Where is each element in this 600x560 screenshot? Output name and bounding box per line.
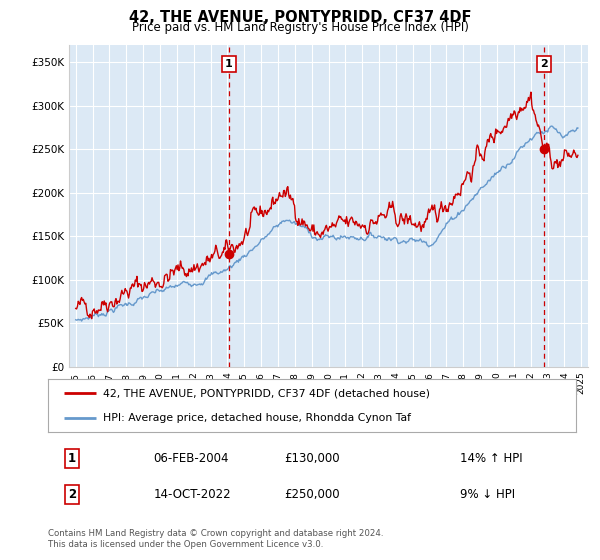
Text: Contains HM Land Registry data © Crown copyright and database right 2024.
This d: Contains HM Land Registry data © Crown c… xyxy=(48,529,383,549)
Text: HPI: Average price, detached house, Rhondda Cynon Taf: HPI: Average price, detached house, Rhon… xyxy=(103,413,412,423)
Text: 1: 1 xyxy=(68,452,76,465)
Text: Price paid vs. HM Land Registry's House Price Index (HPI): Price paid vs. HM Land Registry's House … xyxy=(131,21,469,34)
Text: 14% ↑ HPI: 14% ↑ HPI xyxy=(460,452,523,465)
Text: 1: 1 xyxy=(225,59,233,69)
Text: 14-OCT-2022: 14-OCT-2022 xyxy=(154,488,231,501)
Text: £250,000: £250,000 xyxy=(284,488,340,501)
Text: 42, THE AVENUE, PONTYPRIDD, CF37 4DF: 42, THE AVENUE, PONTYPRIDD, CF37 4DF xyxy=(129,10,471,25)
Text: 42, THE AVENUE, PONTYPRIDD, CF37 4DF (detached house): 42, THE AVENUE, PONTYPRIDD, CF37 4DF (de… xyxy=(103,389,430,399)
Text: 2: 2 xyxy=(540,59,548,69)
Text: 06-FEB-2004: 06-FEB-2004 xyxy=(154,452,229,465)
Text: 2: 2 xyxy=(68,488,76,501)
Text: 9% ↓ HPI: 9% ↓ HPI xyxy=(460,488,515,501)
Text: £130,000: £130,000 xyxy=(284,452,340,465)
